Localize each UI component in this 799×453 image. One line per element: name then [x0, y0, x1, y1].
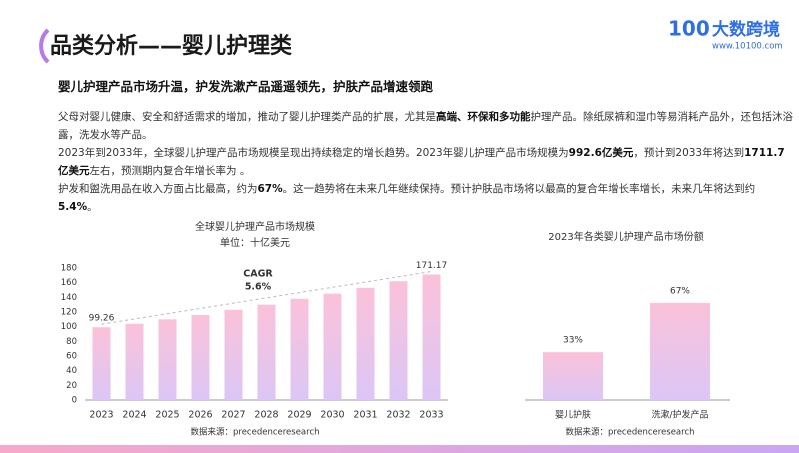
text-run: 左右，预测期内复合年增长率为 。: [89, 165, 251, 177]
text-run: 护理产品。除纸尿裤和湿巾等易消耗产品外，还包括沐浴露，洗发水等产品。: [58, 111, 793, 141]
text-run: 父母对婴儿健康、安全和舒适需求的增加，推动了婴儿护理类产品的扩展，尤其是: [58, 111, 436, 123]
y-tick-label: 180: [61, 264, 77, 274]
bar: [650, 302, 710, 400]
bar: [389, 281, 408, 400]
bar: [257, 304, 276, 400]
x-tick-label: 2032: [386, 410, 410, 421]
value-label: 171.17: [416, 261, 448, 271]
text-run: 2023年到2033年，全球婴儿护理产品市场规模呈现出持续稳定的增长趋势。202…: [58, 147, 569, 159]
chart-subtitle: 单位：十亿美元: [220, 236, 290, 249]
text-run: 护发和盥洗用品在收入方面占比最高，约为: [58, 183, 258, 195]
bar: [422, 274, 441, 400]
bar: [224, 309, 243, 400]
bar: [191, 314, 210, 400]
highlight: 5.4%: [58, 201, 88, 213]
y-tick-label: 0: [72, 396, 77, 406]
x-tick-label: 2029: [287, 410, 311, 421]
source: 数据来源：precedenceresearch: [565, 427, 694, 438]
x-tick-label: 2030: [320, 410, 344, 421]
bar: [323, 293, 342, 400]
source: 数据来源：precedenceresearch: [190, 427, 319, 438]
y-tick-label: 60: [66, 352, 77, 362]
x-tick-label: 2026: [188, 410, 212, 421]
bar: [158, 319, 177, 400]
subheading: 婴儿护理产品市场升温，护发洗漱产品遥遥领先，护肤产品增速领跑: [58, 79, 434, 94]
chart-title: 2023年各类婴儿护理产品市场份额: [548, 230, 703, 243]
bar: [290, 298, 309, 400]
y-tick-label: 140: [61, 293, 77, 303]
paragraph: 父母对婴儿健康、安全和舒适需求的增加，推动了婴儿护理类产品的扩展，尤其是高端、环…: [58, 108, 793, 144]
x-tick-label: 2028: [254, 410, 278, 421]
logo-mark: 100: [668, 17, 710, 41]
x-tick-label: 洗漱/护发产品: [651, 409, 708, 421]
y-tick-label: 20: [66, 381, 77, 391]
x-tick-label: 2025: [155, 410, 179, 421]
value-label: 33%: [563, 336, 583, 346]
text-run: ，预计到2033年将达到: [633, 147, 745, 159]
highlight: 1711.7亿美元: [58, 147, 785, 177]
bar: [125, 323, 144, 400]
x-tick-label: 婴儿护肤: [555, 409, 591, 421]
text-run: 。这一趋势将在未来几年继续保持。预计护肤品市场将以最高的复合年增长率增长，未来几…: [282, 183, 756, 195]
annotation: CAGR: [243, 269, 273, 280]
logo-name: 大数跨境: [712, 19, 780, 40]
x-tick-label: 2024: [122, 410, 146, 421]
y-tick-label: 40: [66, 366, 77, 376]
highlight: 992.6亿美元: [568, 147, 634, 159]
paragraphs: 父母对婴儿健康、安全和舒适需求的增加，推动了婴儿护理类产品的扩展，尤其是高端、环…: [58, 108, 793, 216]
paragraph: 护发和盥洗用品在收入方面占比最高，约为67%。这一趋势将在未来几年继续保持。预计…: [58, 180, 793, 216]
y-tick-label: 100: [61, 322, 77, 332]
page-title: 品类分析——婴儿护理类: [50, 34, 293, 59]
highlight: 高端、环保和多功能: [436, 111, 531, 123]
paragraph: 2023年到2033年，全球婴儿护理产品市场规模呈现出持续稳定的增长趋势。202…: [58, 144, 793, 180]
title-accent: [39, 28, 50, 64]
trend-line: [101, 270, 432, 325]
y-tick-label: 160: [61, 278, 77, 288]
highlight: 67%: [257, 183, 283, 195]
text-run: 。: [87, 201, 98, 213]
value-label: 67%: [670, 286, 690, 296]
y-tick-label: 120: [61, 308, 77, 318]
value-label: 99.26: [89, 314, 115, 324]
annotation-value: 5.6%: [245, 282, 272, 293]
x-tick-label: 2033: [419, 410, 443, 421]
bar: [92, 327, 111, 400]
bar: [543, 352, 603, 400]
logo-url: www.10100.com: [712, 42, 783, 52]
chart-title: 全球婴儿护理产品市场规模: [195, 220, 315, 233]
bar: [356, 287, 375, 400]
y-tick-label: 80: [66, 337, 77, 347]
x-tick-label: 2023: [89, 410, 113, 421]
bottom-strip: [0, 445, 799, 453]
x-tick-label: 2031: [353, 410, 377, 421]
x-tick-label: 2027: [221, 410, 245, 421]
